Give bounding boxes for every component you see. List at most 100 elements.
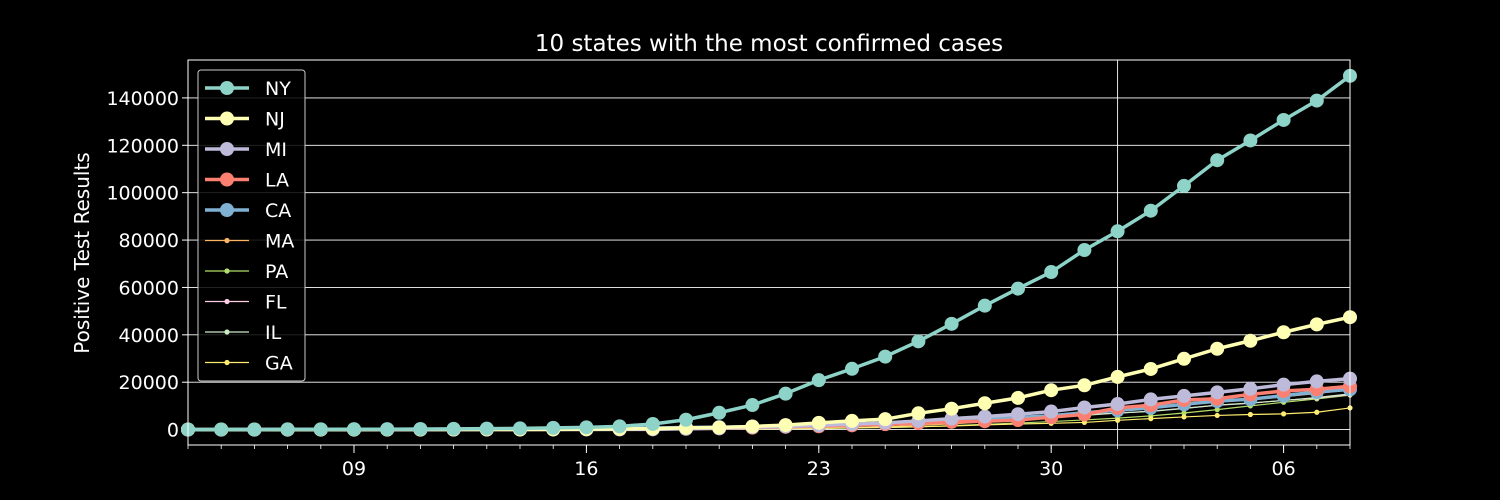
data-point xyxy=(1011,281,1025,296)
legend-item: GA xyxy=(205,353,293,375)
legend-label: MA xyxy=(265,231,294,253)
data-point xyxy=(413,422,428,437)
y-tick-label: 80000 xyxy=(119,230,179,252)
data-point xyxy=(944,401,959,416)
data-point xyxy=(645,416,660,431)
legend-label: PA xyxy=(265,261,288,283)
data-point xyxy=(1247,411,1253,418)
legend-swatch-marker xyxy=(224,237,230,244)
data-point xyxy=(1243,133,1258,148)
data-point xyxy=(1309,374,1324,389)
data-point xyxy=(811,373,826,388)
legend-box xyxy=(197,69,306,382)
legend-swatch-marker xyxy=(220,81,234,95)
legend-item: NY xyxy=(205,78,291,100)
data-point xyxy=(1281,411,1287,417)
data-point xyxy=(247,422,262,437)
plot-background xyxy=(188,60,1350,445)
y-tick-label: 40000 xyxy=(119,325,179,347)
data-point xyxy=(845,361,859,376)
legend-swatch-marker xyxy=(224,329,230,335)
data-point xyxy=(745,419,760,434)
y-tick-label: 20000 xyxy=(119,372,179,394)
x-tick-label: 16 xyxy=(574,458,598,480)
data-point xyxy=(513,421,527,436)
data-point xyxy=(1110,224,1125,239)
data-point xyxy=(446,421,461,436)
data-point xyxy=(1314,409,1320,415)
legend-swatch-marker xyxy=(224,359,230,366)
data-point xyxy=(579,420,594,435)
data-point xyxy=(1210,385,1225,400)
legend-label: GA xyxy=(265,353,293,375)
chart-title: 10 states with the most confirmed cases xyxy=(535,31,1003,57)
data-point xyxy=(1210,341,1225,356)
data-point xyxy=(347,422,361,437)
data-point xyxy=(1011,390,1025,405)
data-point xyxy=(1110,369,1125,384)
data-point xyxy=(712,405,727,420)
legend-item: MI xyxy=(205,139,287,161)
legend-swatch-marker xyxy=(220,142,234,156)
legend-item: IL xyxy=(205,322,282,344)
data-point xyxy=(1309,93,1324,108)
data-point xyxy=(1148,416,1154,422)
y-tick-label: 120000 xyxy=(106,135,179,157)
legend-item: FL xyxy=(205,292,287,314)
data-point xyxy=(778,386,793,401)
legend-item: LA xyxy=(205,170,289,192)
legend-label: NJ xyxy=(265,109,285,131)
legend-label: LA xyxy=(265,170,289,192)
legend-swatch-marker xyxy=(224,268,230,274)
data-point xyxy=(1276,325,1291,340)
legend-label: IL xyxy=(265,322,282,344)
data-point xyxy=(679,412,693,427)
data-point xyxy=(745,398,760,413)
data-point xyxy=(845,413,859,428)
data-point xyxy=(911,406,926,421)
data-point xyxy=(1077,400,1092,415)
data-point xyxy=(944,316,959,331)
data-point xyxy=(977,409,992,424)
data-point xyxy=(1143,361,1158,376)
legend-item: PA xyxy=(205,261,288,283)
legend-item: NJ xyxy=(205,109,285,131)
data-point xyxy=(778,418,793,433)
y-tick-label: 100000 xyxy=(106,183,179,205)
data-point xyxy=(1077,243,1092,258)
legend-label: NY xyxy=(265,78,291,100)
data-point xyxy=(1177,178,1191,193)
data-point xyxy=(1181,410,1187,416)
series-ny xyxy=(181,68,1357,437)
data-point xyxy=(1011,407,1025,422)
data-point xyxy=(911,334,926,349)
data-point xyxy=(479,421,494,436)
data-point xyxy=(1243,381,1258,396)
y-tick-label: 60000 xyxy=(119,277,179,299)
axis-ticks: 0 20000 40000 60000 80000 100000 120000 140000 0… xyxy=(106,88,1351,480)
data-point xyxy=(612,419,627,434)
legend-item: MA xyxy=(205,231,294,253)
data-point xyxy=(1309,317,1324,332)
data-point xyxy=(546,420,561,435)
data-point xyxy=(1210,153,1225,168)
data-point xyxy=(1177,351,1191,366)
data-point xyxy=(1077,378,1092,393)
legend-swatch-marker xyxy=(224,298,230,305)
data-point xyxy=(944,411,959,426)
data-point xyxy=(1181,414,1187,420)
legend: NY NJ MI LA CA MA PA FL IL GA xyxy=(197,69,306,382)
y-axis-label: Positive Test Results xyxy=(70,152,94,353)
x-tick-label: 09 xyxy=(342,458,366,480)
legend-label: FL xyxy=(265,292,287,314)
data-point xyxy=(1214,412,1220,419)
legend-item: CA xyxy=(205,200,291,222)
data-point xyxy=(280,422,295,437)
data-point xyxy=(214,422,229,437)
data-point xyxy=(1115,417,1121,423)
grid xyxy=(188,60,1350,445)
data-point xyxy=(1276,377,1291,392)
y-tick-label: 0 xyxy=(167,420,179,442)
legend-swatch-marker xyxy=(220,203,234,217)
